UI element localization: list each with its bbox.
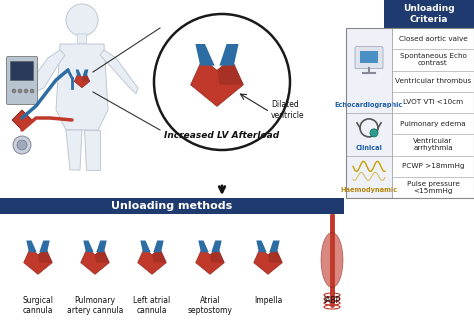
FancyBboxPatch shape <box>392 49 474 71</box>
FancyBboxPatch shape <box>346 113 392 156</box>
Text: Unloading
Criteria: Unloading Criteria <box>403 4 455 24</box>
Polygon shape <box>198 241 209 252</box>
FancyBboxPatch shape <box>392 156 474 177</box>
Polygon shape <box>219 44 238 66</box>
Polygon shape <box>39 241 50 252</box>
Polygon shape <box>26 241 36 252</box>
Polygon shape <box>82 70 88 76</box>
FancyBboxPatch shape <box>392 28 474 49</box>
Polygon shape <box>210 248 224 262</box>
FancyBboxPatch shape <box>355 47 383 69</box>
FancyBboxPatch shape <box>360 51 378 63</box>
Polygon shape <box>211 241 222 252</box>
Circle shape <box>370 129 378 137</box>
Polygon shape <box>76 70 82 76</box>
Polygon shape <box>138 248 166 274</box>
Polygon shape <box>254 248 283 274</box>
Text: Spontaneous Echo
contrast: Spontaneous Echo contrast <box>400 53 466 67</box>
FancyBboxPatch shape <box>392 92 474 113</box>
FancyBboxPatch shape <box>346 28 392 113</box>
Circle shape <box>13 136 31 154</box>
FancyBboxPatch shape <box>392 113 474 134</box>
Polygon shape <box>24 248 52 274</box>
FancyBboxPatch shape <box>7 57 37 105</box>
FancyBboxPatch shape <box>392 177 474 198</box>
Circle shape <box>18 89 22 93</box>
Text: Haemodynamic: Haemodynamic <box>340 187 398 193</box>
Polygon shape <box>153 241 164 252</box>
Polygon shape <box>95 248 109 262</box>
Text: Pulse pressure
<15mmHg: Pulse pressure <15mmHg <box>407 181 459 194</box>
FancyBboxPatch shape <box>10 61 34 79</box>
Polygon shape <box>152 248 166 262</box>
Polygon shape <box>217 58 244 85</box>
Text: Dilated
ventricle: Dilated ventricle <box>271 100 305 120</box>
Polygon shape <box>77 34 87 44</box>
Polygon shape <box>195 44 215 66</box>
Polygon shape <box>256 241 267 252</box>
Text: Increased LV Afterload: Increased LV Afterload <box>164 131 280 140</box>
Text: LVOT VTi <10cm: LVOT VTi <10cm <box>403 99 463 105</box>
Text: IABP: IABP <box>323 296 341 305</box>
Text: Closed aortic valve: Closed aortic valve <box>399 36 467 42</box>
Text: Ventricular thrombus: Ventricular thrombus <box>395 78 471 84</box>
Polygon shape <box>83 241 94 252</box>
Text: Pulmonary edema: Pulmonary edema <box>400 120 466 127</box>
Polygon shape <box>96 241 107 252</box>
Polygon shape <box>269 241 280 252</box>
Polygon shape <box>81 248 109 274</box>
Polygon shape <box>56 44 108 130</box>
Text: Clinical: Clinical <box>356 145 383 151</box>
Ellipse shape <box>321 232 343 288</box>
Circle shape <box>17 140 27 150</box>
Text: Left atrial
cannula: Left atrial cannula <box>133 296 171 315</box>
Text: Impella: Impella <box>254 296 282 305</box>
Polygon shape <box>74 74 90 88</box>
Circle shape <box>24 89 28 93</box>
Polygon shape <box>84 130 100 170</box>
Polygon shape <box>38 248 52 262</box>
Circle shape <box>12 89 16 93</box>
FancyBboxPatch shape <box>392 71 474 92</box>
Text: Pulmonary
artery cannula: Pulmonary artery cannula <box>67 296 123 315</box>
Text: Ventricular
arrhythmia: Ventricular arrhythmia <box>413 138 453 151</box>
Polygon shape <box>268 248 283 262</box>
Text: Surgical
cannula: Surgical cannula <box>22 296 54 315</box>
Polygon shape <box>66 130 82 170</box>
Polygon shape <box>12 110 32 130</box>
Text: Echocardiographic: Echocardiographic <box>335 102 403 108</box>
Text: PCWP >18mmHg: PCWP >18mmHg <box>401 163 465 169</box>
Polygon shape <box>191 58 244 106</box>
Polygon shape <box>82 74 90 81</box>
Polygon shape <box>22 50 65 96</box>
Polygon shape <box>140 241 151 252</box>
Text: Atrial
septostomy: Atrial septostomy <box>188 296 232 315</box>
FancyBboxPatch shape <box>0 198 344 214</box>
Polygon shape <box>196 248 224 274</box>
FancyBboxPatch shape <box>346 28 474 198</box>
Circle shape <box>66 4 98 36</box>
FancyBboxPatch shape <box>392 134 474 156</box>
Polygon shape <box>100 50 138 94</box>
Text: Unloading methods: Unloading methods <box>111 201 233 211</box>
FancyBboxPatch shape <box>384 0 474 28</box>
FancyBboxPatch shape <box>346 156 392 198</box>
Circle shape <box>30 89 34 93</box>
